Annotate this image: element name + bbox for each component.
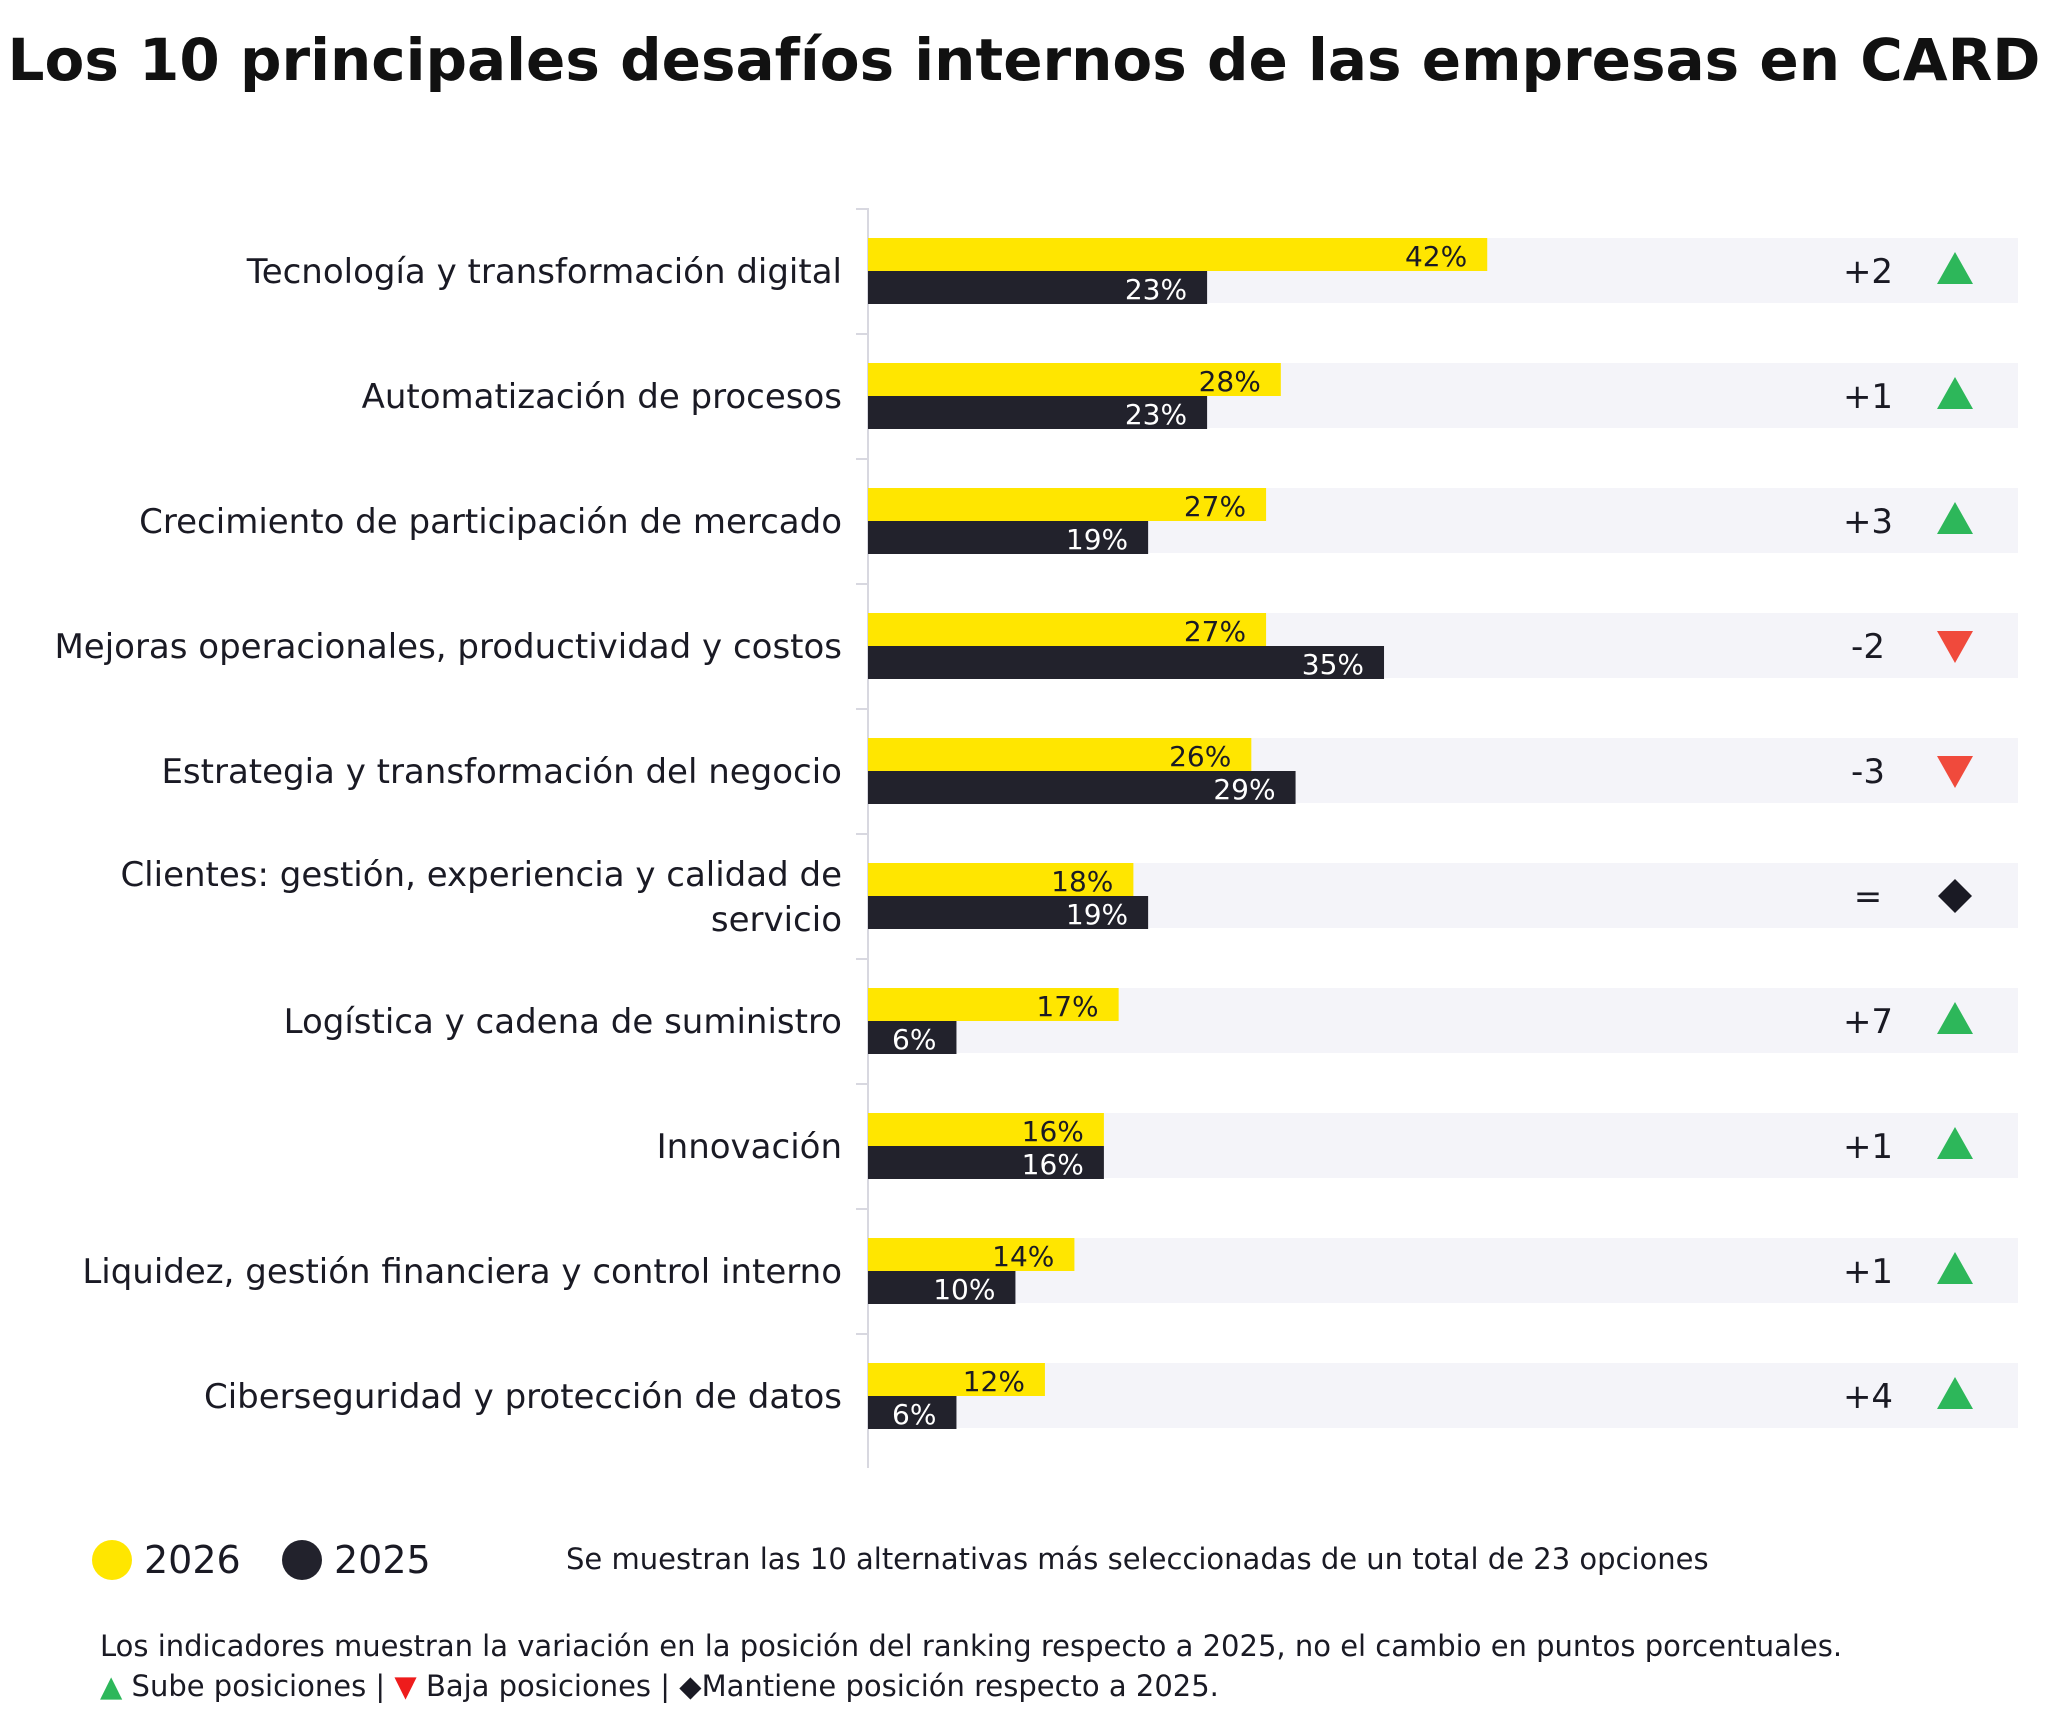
bar-2025: [868, 646, 1385, 679]
rank-change-label: +4: [1843, 1377, 1893, 1417]
value-label-2026: 26%: [1169, 740, 1231, 773]
bar-2025: [868, 1146, 1104, 1179]
up-triangle-icon: ▲: [100, 1669, 123, 1703]
keep-legend-text: Mantiene posición respecto a 2025.: [701, 1669, 1219, 1703]
footnote: Los indicadores muestran la variación en…: [100, 1626, 1842, 1706]
rank-change-label: +1: [1843, 1252, 1893, 1292]
bar-2026: [868, 613, 1267, 646]
value-label-2025: 29%: [1213, 773, 1275, 806]
value-label-2025: 23%: [1125, 273, 1187, 306]
up-triangle-icon: [1937, 1127, 1973, 1159]
rank-change-label: -2: [1851, 627, 1885, 667]
value-label-2026: 17%: [1036, 990, 1098, 1023]
row-band: [868, 1363, 2018, 1428]
bar-chart: Tecnología y transformación digital 42% 23…: [54, 208, 2018, 1468]
rank-change-label: +2: [1843, 252, 1893, 292]
up-triangle-icon: [1937, 1377, 1973, 1409]
bar-2025: [868, 271, 1208, 304]
rank-change-label: =: [1854, 877, 1883, 917]
category-label-line: Clientes: gestión, experiencia y calidad…: [120, 855, 842, 895]
category-label-line: servicio: [711, 900, 842, 940]
down-legend-text: Baja posiciones: [425, 1669, 652, 1703]
rank-change-label: -3: [1851, 752, 1885, 792]
bar-2026: [868, 238, 1488, 271]
bar-2025: [868, 521, 1149, 554]
category-label: Ciberseguridad y protección de datos: [204, 1377, 842, 1417]
up-triangle-icon: [1937, 502, 1973, 534]
value-label-2026: 18%: [1051, 865, 1113, 898]
legend-item-2025: 2025: [282, 1530, 431, 1590]
down-triangle-icon: ▼: [394, 1669, 417, 1703]
value-label-2025: 19%: [1066, 523, 1128, 556]
up-triangle-icon: [1937, 377, 1973, 409]
footnote-line-1: Los indicadores muestran la variación en…: [100, 1629, 1843, 1663]
bar-2026: [868, 363, 1281, 396]
category-label: Crecimiento de participación de mercado: [139, 502, 842, 542]
bar-2025: [868, 896, 1149, 929]
diamond-icon: ◆: [679, 1669, 702, 1703]
legend-label-2026: 2026: [144, 1538, 241, 1582]
value-label-2025: 10%: [933, 1273, 995, 1306]
diamond-icon: [1938, 879, 1972, 913]
rank-change-label: +1: [1843, 377, 1893, 417]
value-label-2025: 16%: [1022, 1148, 1084, 1181]
bar-2025: [868, 1021, 957, 1054]
bar-2026: [868, 988, 1119, 1021]
up-legend-text: Sube posiciones: [131, 1669, 367, 1703]
value-label-2025: 6%: [892, 1398, 936, 1431]
value-label-2026: 12%: [963, 1365, 1025, 1398]
bar-2025: [868, 1396, 957, 1429]
separator: |: [366, 1669, 395, 1703]
bar-2025: [868, 771, 1296, 804]
value-label-2025: 23%: [1125, 398, 1187, 431]
category-label: Logística y cadena de suministro: [284, 1002, 842, 1042]
value-label-2025: 35%: [1302, 648, 1364, 681]
footnote-line-2: ▲ Sube posiciones | ▼ Baja posiciones | …: [100, 1666, 1842, 1706]
rank-change-label: +7: [1843, 1002, 1893, 1042]
rank-change-label: +1: [1843, 1127, 1893, 1167]
value-label-2026: 27%: [1184, 490, 1246, 523]
category-label: Liquidez, gestión financiera y control i…: [82, 1252, 842, 1292]
legend-label-2025: 2025: [334, 1538, 431, 1582]
category-label: Clientes: gestión, experiencia y calidad…: [120, 855, 842, 940]
legend-swatch-2025: [282, 1540, 322, 1580]
category-label: Estrategia y transformación del negocio: [161, 752, 842, 792]
up-triangle-icon: [1937, 252, 1973, 284]
category-label: Innovación: [657, 1127, 842, 1167]
value-label-2026: 42%: [1405, 240, 1467, 273]
bar-2026: [868, 1363, 1045, 1396]
category-label: Tecnología y transformación digital: [246, 252, 842, 292]
value-label-2025: 19%: [1066, 898, 1128, 931]
down-triangle-icon: [1937, 631, 1973, 663]
chart-title: Los 10 principales desafíos internos de …: [7, 26, 2041, 94]
bar-2026: [868, 738, 1252, 771]
options-note: Se muestran las 10 alternativas más sele…: [566, 1542, 1709, 1576]
category-label: Mejoras operacionales, productividad y c…: [54, 627, 842, 667]
separator: |: [651, 1669, 680, 1703]
up-triangle-icon: [1937, 1252, 1973, 1284]
bar-2026: [868, 1113, 1104, 1146]
rank-change-label: +3: [1843, 502, 1893, 542]
legend-swatch-2026: [92, 1540, 132, 1580]
bar-2026: [868, 488, 1267, 521]
category-label: Automatización de procesos: [362, 377, 842, 417]
value-label-2026: 28%: [1199, 365, 1261, 398]
down-triangle-icon: [1937, 756, 1973, 788]
value-label-2026: 14%: [992, 1240, 1054, 1273]
bar-2025: [868, 1271, 1016, 1304]
legend-item-2026: 2026: [92, 1530, 241, 1590]
value-label-2025: 6%: [892, 1023, 936, 1056]
value-label-2026: 16%: [1022, 1115, 1084, 1148]
bar-2026: [868, 1238, 1075, 1271]
up-triangle-icon: [1937, 1002, 1973, 1034]
value-label-2026: 27%: [1184, 615, 1246, 648]
bar-2026: [868, 863, 1134, 896]
bar-2025: [868, 396, 1208, 429]
